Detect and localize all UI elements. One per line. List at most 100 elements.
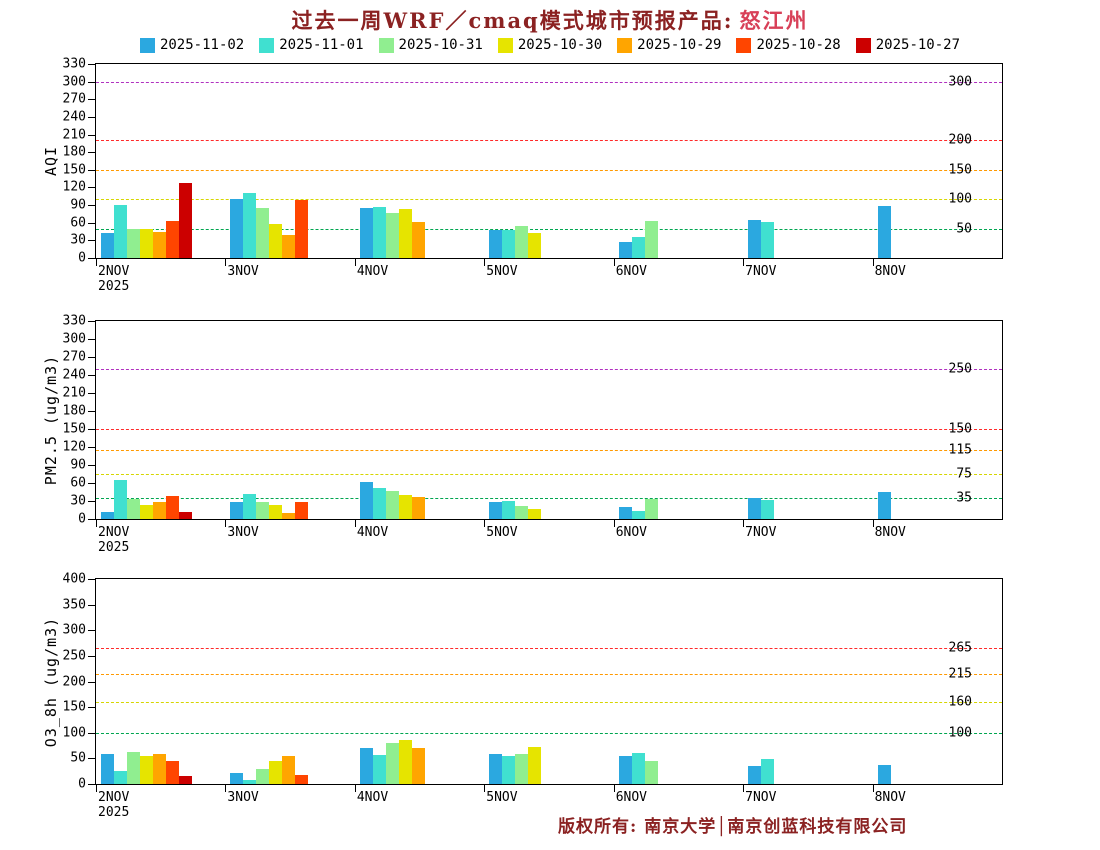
x-tick-mark (354, 520, 356, 527)
forecast-bar (502, 229, 516, 258)
forecast-bar (114, 771, 127, 784)
forecast-bar (411, 496, 425, 519)
y-tick-label: 60 (70, 215, 86, 231)
forecast-bar (528, 747, 542, 784)
forecast-bar (489, 229, 503, 258)
threshold-line (96, 429, 1002, 430)
forecast-bar (385, 212, 399, 258)
legend-item: 2025-10-28 (736, 37, 841, 53)
forecast-bar (282, 513, 296, 519)
y-tick-label: 330 (62, 313, 86, 329)
x-tick-label: 3NOV (227, 264, 259, 279)
forecast-bar (166, 220, 179, 258)
x-tick-mark (613, 785, 615, 792)
y-tick-mark (88, 655, 95, 657)
x-tick-mark (354, 259, 356, 266)
y-tick-mark (88, 519, 95, 520)
forecast-bar (618, 755, 632, 784)
threshold-line (96, 673, 1002, 675)
forecast-bar (230, 772, 244, 784)
y-tick-label: 150 (62, 699, 86, 715)
page-title: 过去一周WRF／cmaq模式城市预报产品: 怒江州 (0, 5, 1100, 35)
legend-swatch-icon (378, 37, 394, 53)
threshold-value-label: 115 (948, 442, 972, 458)
forecast-bar (631, 510, 645, 519)
y-tick-mark (88, 321, 95, 322)
x-tick-mark (872, 785, 874, 792)
forecast-bar (179, 182, 192, 258)
threshold-line (96, 169, 1002, 171)
threshold-value-label: 50 (956, 221, 972, 237)
legend-item: 2025-10-27 (855, 37, 960, 53)
forecast-bar (372, 754, 386, 784)
forecast-bar (748, 498, 762, 519)
y-tick-label: 60 (70, 475, 86, 491)
forecast-bar (515, 754, 529, 784)
y-tick-mark (88, 758, 95, 760)
y-tick-label: 270 (62, 349, 86, 365)
y-tick-mark (88, 64, 95, 65)
title-prefix: 过去一周WRF／cmaq模式城市预报产品: (291, 8, 734, 33)
y-tick-label: 150 (62, 421, 86, 437)
y-tick-mark (88, 134, 95, 136)
x-tick-label: 3NOV (227, 790, 259, 805)
x-axis-labels-pm25: 2NOV 2025 3NOV 4NOV 5NOV 6NOV 7NOV 8NOV (95, 520, 1003, 556)
y-tick-mark (88, 116, 95, 118)
y-tick-mark (88, 205, 95, 207)
y-tick-label: 210 (62, 127, 86, 143)
forecast-bar (179, 776, 192, 784)
forecast-bar (398, 495, 412, 519)
forecast-bar (761, 759, 775, 784)
forecast-bar (877, 206, 891, 258)
forecast-bar (748, 766, 762, 784)
x-tick-mark (743, 785, 745, 792)
x-tick-mark (96, 785, 97, 792)
y-tick-label: 240 (62, 109, 86, 125)
y-tick-label: 120 (62, 179, 86, 195)
legend-label: 2025-11-02 (159, 37, 245, 53)
forecast-bar (761, 221, 775, 258)
y-tick-label: 90 (70, 457, 86, 473)
y-tick-mark (88, 732, 95, 734)
forecast-bar (372, 206, 386, 258)
threshold-line (96, 498, 1002, 499)
legend-label: 2025-10-31 (398, 37, 483, 53)
threshold-line (96, 732, 1002, 734)
forecast-bar (761, 499, 775, 519)
forecast-bar (644, 220, 658, 258)
x-tick-label: 2NOV (98, 525, 130, 540)
x-axis-labels-o3: 2NOV 2025 3NOV 4NOV 5NOV 6NOV 7NOV 8NOV (95, 785, 1003, 821)
y-tick-label: 150 (62, 162, 86, 178)
y-tick-mark (88, 784, 95, 785)
plot-area-pm25: PM2.5 (ug/m3) 0 30 60 90 120 150 180 210 240 270 3… (42, 314, 1003, 527)
x-tick-mark (613, 259, 615, 266)
y-tick-label: 180 (62, 144, 86, 160)
y-tick-mark (88, 99, 95, 101)
plot-area-o3: O3_8h (ug/m3) 0 50 100 150 200 250 300 350 400 10… (42, 572, 1003, 792)
threshold-line (96, 450, 1002, 451)
x-tick-year-label: 2025 (98, 540, 130, 555)
forecast-bar (359, 748, 373, 784)
forecast-bar (114, 205, 127, 258)
x-tick-label: 5NOV (486, 525, 518, 540)
threshold-value-label: 200 (948, 132, 972, 148)
y-tick-label: 120 (62, 439, 86, 455)
forecast-bar (243, 193, 257, 258)
threshold-value-label: 300 (948, 74, 972, 90)
threshold-line (96, 228, 1002, 230)
forecast-bar (101, 233, 114, 258)
threshold-value-label: 100 (948, 191, 972, 207)
x-tick-mark (484, 259, 486, 266)
threshold-value-label: 215 (948, 666, 972, 682)
legend-label: 2025-11-01 (279, 37, 364, 53)
forecast-bar (295, 200, 309, 258)
threshold-line (96, 369, 1002, 370)
legend-swatch-icon (855, 37, 871, 53)
forecast-bar (140, 228, 153, 258)
forecast-bar (877, 492, 891, 519)
forecast-bar (153, 502, 166, 519)
y-tick-mark (88, 465, 95, 466)
threshold-value-label: 160 (948, 694, 972, 710)
forecast-bar (256, 768, 270, 784)
